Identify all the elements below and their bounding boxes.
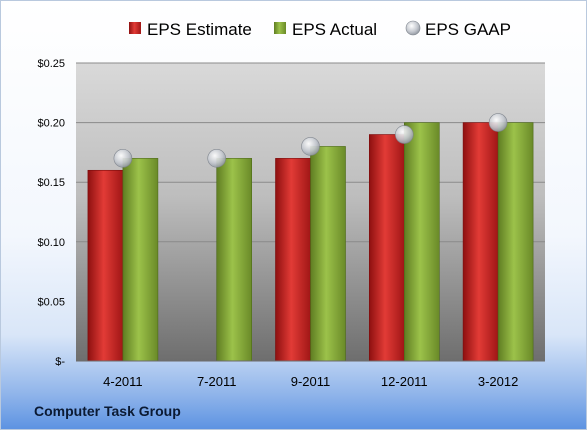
company-name: Computer Task Group <box>34 403 181 419</box>
x-tick-label: 7-2011 <box>197 374 237 389</box>
x-axis: 4-2011 7-2011 9-2011 12-2011 3-2012 <box>103 374 518 389</box>
gaap-marker <box>394 125 414 144</box>
actual-bar <box>403 122 440 362</box>
legend-swatch <box>129 22 141 34</box>
x-tick-label: 4-2011 <box>103 374 143 389</box>
y-tick-label: $0.25 <box>37 58 65 70</box>
legend-label: EPS Estimate <box>147 20 252 39</box>
actual-bar <box>216 158 252 362</box>
gaap-marker <box>301 137 320 156</box>
actual-bar <box>310 146 346 362</box>
legend-label: EPS Actual <box>292 20 377 39</box>
estimate-bar <box>368 134 405 362</box>
gaap-marker <box>113 149 133 168</box>
gaap-marker <box>488 113 508 132</box>
actual-bar <box>497 122 534 362</box>
gaap-marker <box>207 149 226 168</box>
bars <box>87 122 534 362</box>
y-axis: $- $0.05 $0.10 $0.15 $0.20 $0.25 <box>37 58 545 368</box>
estimate-bar <box>87 169 124 362</box>
legend: EPS Estimate EPS Actual EPS GAAP <box>129 20 511 39</box>
y-tick-label: $0.20 <box>37 118 65 130</box>
estimate-bar <box>462 122 499 362</box>
actual-bar <box>122 158 159 362</box>
estimate-bar <box>275 158 311 362</box>
x-tick-label: 9-2011 <box>291 374 331 389</box>
legend-swatch <box>405 20 421 36</box>
y-tick-label: $- <box>55 356 65 368</box>
y-tick-label: $0.05 <box>37 296 65 308</box>
y-tick-label: $0.10 <box>37 237 65 249</box>
gaap-markers <box>113 113 508 168</box>
x-tick-label: 3-2012 <box>478 374 518 389</box>
y-tick-label: $0.15 <box>37 177 65 189</box>
x-tick-label: 12-2011 <box>381 374 428 389</box>
legend-swatch <box>274 22 286 34</box>
legend-label: EPS GAAP <box>425 20 511 39</box>
